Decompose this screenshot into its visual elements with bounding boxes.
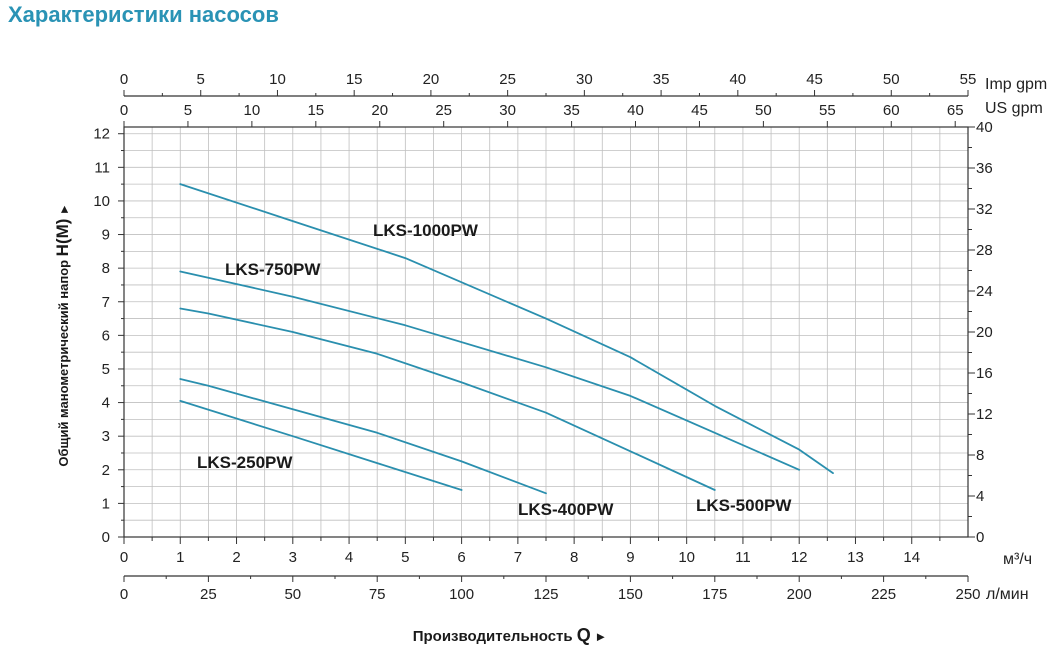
x-usgpm-tick-label: 65 bbox=[947, 102, 964, 119]
x-lmin-tick-label: 100 bbox=[449, 586, 474, 603]
x-usgpm-tick-label: 15 bbox=[307, 102, 324, 119]
x-m3h-tick-label: 14 bbox=[903, 549, 920, 566]
x-impgpm-tick-label: 10 bbox=[269, 71, 286, 88]
x-m3h-tick-label: 0 bbox=[120, 549, 128, 566]
y-right-tick-label: 4 bbox=[976, 488, 984, 505]
series-label-lks-1000pw: LKS-1000PW bbox=[373, 221, 479, 240]
series-layer bbox=[179, 183, 834, 495]
x-m3h-unit: м³/ч bbox=[1003, 551, 1032, 568]
x-usgpm-tick-label: 55 bbox=[819, 102, 836, 119]
x-m3h-tick-label: 5 bbox=[401, 549, 409, 566]
x-m3h-tick-label: 13 bbox=[847, 549, 864, 566]
x-lmin-unit: л/мин bbox=[986, 586, 1029, 603]
y-left-tick-label: 12 bbox=[93, 126, 110, 143]
x-usgpm-unit: US gpm bbox=[985, 100, 1043, 117]
labels-layer: Производительность Q ► Общий манометричес… bbox=[53, 203, 792, 645]
x-impgpm-tick-label: 55 bbox=[960, 71, 977, 88]
x-impgpm-tick-label: 35 bbox=[653, 71, 670, 88]
x-impgpm-tick-label: 45 bbox=[806, 71, 823, 88]
y-left-tick-label: 1 bbox=[102, 495, 110, 512]
series-line-lks-1000pw bbox=[179, 183, 834, 475]
x-m3h-tick-label: 1 bbox=[176, 549, 184, 566]
x-lmin-tick-label: 250 bbox=[955, 586, 980, 603]
x-lmin-tick-label: 125 bbox=[533, 586, 558, 603]
y-right-tick-label: 24 bbox=[976, 283, 993, 300]
x-m3h-tick-label: 12 bbox=[791, 549, 808, 566]
x-usgpm-tick-label: 10 bbox=[244, 102, 261, 119]
y-left-tick-label: 10 bbox=[93, 193, 110, 210]
y-right-tick-label: 32 bbox=[976, 201, 993, 218]
x-usgpm-tick-label: 35 bbox=[563, 102, 580, 119]
y-left-tick-label: 8 bbox=[102, 260, 110, 277]
grid-layer bbox=[124, 127, 968, 537]
x-impgpm-tick-label: 15 bbox=[346, 71, 363, 88]
y-right-tick-label: 0 bbox=[976, 529, 984, 546]
x-m3h-tick-label: 6 bbox=[457, 549, 465, 566]
y-left-tick-label: 5 bbox=[102, 361, 110, 378]
x-axis-title: Производительность Q ► bbox=[413, 625, 608, 645]
x-usgpm-tick-label: 30 bbox=[499, 102, 516, 119]
x-m3h-tick-label: 7 bbox=[514, 549, 522, 566]
x-m3h-tick-label: 10 bbox=[678, 549, 695, 566]
y-left-tick-label: 6 bbox=[102, 327, 110, 344]
x-impgpm-tick-label: 25 bbox=[499, 71, 516, 88]
x-lmin-tick-label: 225 bbox=[871, 586, 896, 603]
x-m3h-tick-label: 11 bbox=[735, 549, 751, 566]
y-right-tick-label: 20 bbox=[976, 324, 993, 341]
x-lmin-tick-label: 75 bbox=[369, 586, 386, 603]
x-impgpm-tick-label: 50 bbox=[883, 71, 900, 88]
x-usgpm-tick-label: 5 bbox=[184, 102, 192, 119]
y-left-tick-label: 7 bbox=[102, 294, 110, 311]
y-axis-title: Общий манометрический напор H(M) ► bbox=[53, 203, 72, 466]
series-label-lks-250pw: LKS-250PW bbox=[197, 453, 293, 472]
x-m3h-tick-label: 9 bbox=[626, 549, 634, 566]
y-right-tick-label: 28 bbox=[976, 242, 993, 259]
y-right-tick-label: 40 bbox=[976, 119, 993, 136]
y-left-tick-label: 2 bbox=[102, 462, 110, 479]
x-m3h-tick-label: 2 bbox=[232, 549, 240, 566]
x-usgpm-tick-label: 45 bbox=[691, 102, 708, 119]
x-impgpm-tick-label: 5 bbox=[197, 71, 205, 88]
y-left-tick-label: 3 bbox=[102, 428, 110, 445]
series-line-lks-750pw bbox=[179, 270, 801, 471]
y-right-tick-label: 36 bbox=[976, 160, 993, 177]
x-impgpm-tick-label: 0 bbox=[120, 71, 128, 88]
y-right-tick-label: 16 bbox=[976, 365, 993, 382]
x-lmin-tick-label: 200 bbox=[787, 586, 812, 603]
x-lmin-tick-label: 0 bbox=[120, 586, 128, 603]
x-lmin-tick-label: 150 bbox=[618, 586, 643, 603]
x-lmin-tick-label: 50 bbox=[284, 586, 301, 603]
x-impgpm-tick-label: 20 bbox=[423, 71, 440, 88]
y-right-tick-label: 8 bbox=[976, 447, 984, 464]
y-left-tick-label: 0 bbox=[102, 529, 110, 546]
x-usgpm-tick-label: 0 bbox=[120, 102, 128, 119]
x-m3h-tick-label: 3 bbox=[289, 549, 297, 566]
y-right-tick-label: 12 bbox=[976, 406, 993, 423]
x-impgpm-tick-label: 40 bbox=[729, 71, 746, 88]
series-label-lks-400pw: LKS-400PW bbox=[518, 500, 614, 519]
x-usgpm-tick-label: 20 bbox=[371, 102, 388, 119]
x-usgpm-tick-label: 50 bbox=[755, 102, 772, 119]
x-usgpm-tick-label: 60 bbox=[883, 102, 900, 119]
x-impgpm-tick-label: 30 bbox=[576, 71, 593, 88]
x-impgpm-unit: Imp gpm bbox=[985, 76, 1047, 93]
x-m3h-tick-label: 4 bbox=[345, 549, 353, 566]
series-line-lks-500pw bbox=[179, 307, 716, 491]
y-left-tick-label: 11 bbox=[94, 159, 110, 176]
series-line-lks-250pw bbox=[179, 399, 463, 491]
x-usgpm-tick-label: 40 bbox=[627, 102, 644, 119]
x-lmin-tick-label: 175 bbox=[702, 586, 727, 603]
x-m3h-tick-label: 8 bbox=[570, 549, 578, 566]
page-title: Характеристики насосов bbox=[8, 2, 279, 27]
y-left-tick-label: 4 bbox=[102, 395, 110, 412]
x-usgpm-tick-label: 25 bbox=[435, 102, 452, 119]
x-lmin-tick-label: 25 bbox=[200, 586, 217, 603]
y-left-tick-label: 9 bbox=[102, 227, 110, 244]
series-line-lks-400pw bbox=[179, 378, 547, 495]
series-label-lks-750pw: LKS-750PW bbox=[225, 260, 321, 279]
series-label-lks-500pw: LKS-500PW bbox=[696, 496, 792, 515]
